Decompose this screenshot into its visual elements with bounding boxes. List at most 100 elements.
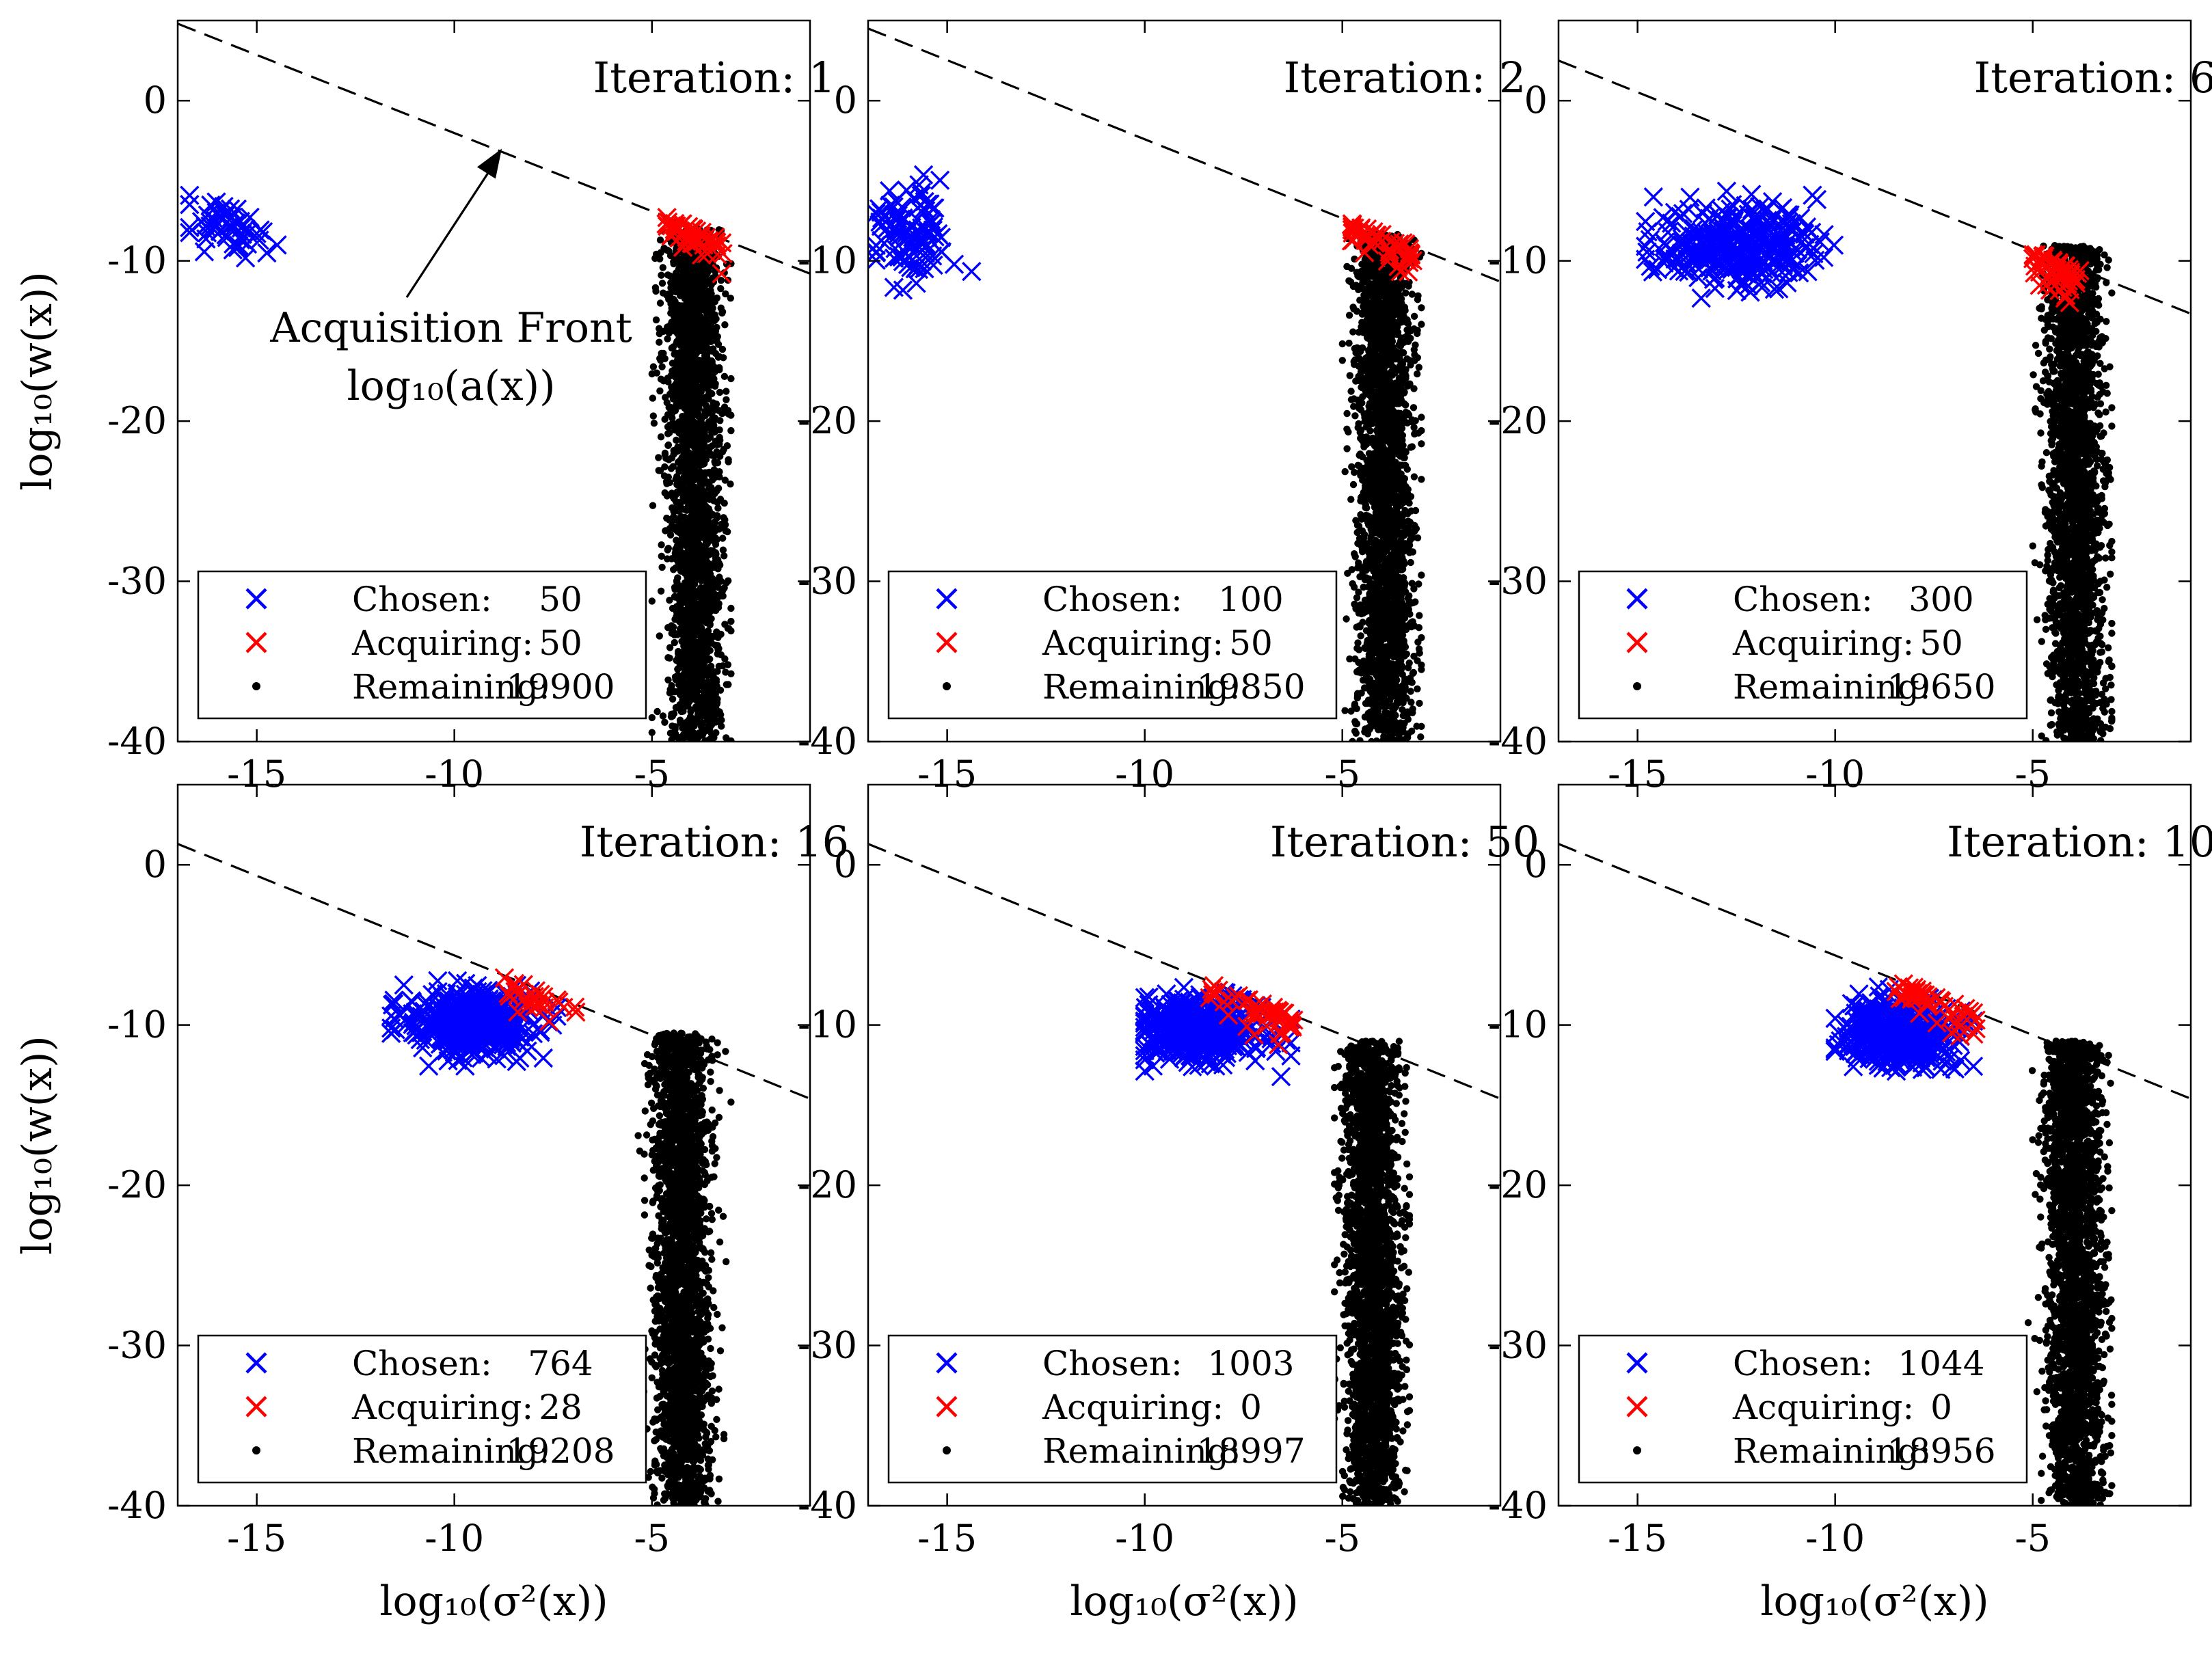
remaining-point: [658, 541, 665, 549]
remaining-point: [1409, 670, 1416, 677]
remaining-point: [703, 700, 711, 707]
remaining-point: [682, 278, 689, 285]
legend-value: 50: [539, 623, 582, 663]
remaining-point: [662, 394, 669, 401]
remaining-point: [1360, 583, 1367, 591]
remaining-point: [692, 735, 700, 742]
remaining-point: [686, 733, 693, 742]
remaining-point: [727, 737, 735, 742]
remaining-point: [1350, 403, 1358, 410]
remaining-point: [705, 478, 713, 487]
remaining-point: [1362, 567, 1370, 574]
remaining-point: [699, 695, 707, 703]
remaining-point: [658, 363, 666, 370]
remaining-point: [711, 467, 719, 474]
remaining-point: [708, 692, 716, 700]
remaining-point: [1345, 339, 1353, 347]
legend-value: 50: [539, 580, 582, 619]
remaining-point: [703, 644, 710, 652]
remaining-point: [704, 655, 712, 664]
remaining-point: [1384, 727, 1391, 735]
remaining-point: [682, 493, 689, 501]
remaining-point: [1410, 585, 1418, 593]
remaining-point: [700, 459, 708, 466]
remaining-point: [1367, 306, 1375, 314]
remaining-point: [672, 498, 680, 506]
remaining-point: [700, 444, 708, 451]
remaining-point: [703, 581, 711, 588]
remaining-point: [684, 433, 691, 440]
remaining-point: [648, 714, 656, 722]
remaining-point: [1374, 632, 1381, 640]
chosen-point: [220, 199, 241, 219]
remaining-point: [711, 311, 719, 319]
remaining-point: [1398, 367, 1406, 375]
remaining-point: [1390, 725, 1397, 733]
remaining-point: [708, 357, 716, 366]
remaining-point: [694, 427, 701, 435]
remaining-point: [666, 531, 675, 539]
remaining-point: [691, 438, 699, 446]
remaining-point: [716, 573, 723, 581]
remaining-point: [684, 352, 691, 360]
remaining-point: [1343, 445, 1351, 452]
remaining-point: [1355, 588, 1362, 596]
remaining-point: [1355, 451, 1363, 459]
remaining-point: [694, 653, 703, 661]
remaining-point: [1398, 388, 1406, 396]
remaining-point: [658, 552, 665, 560]
remaining-point: [675, 277, 682, 284]
remaining-point: [716, 686, 725, 694]
chosen-point: [180, 195, 200, 215]
remaining-point: [659, 264, 666, 271]
remaining-point: [1418, 304, 1425, 312]
remaining-point: [668, 555, 675, 563]
remaining-point: [721, 321, 729, 329]
remaining-point: [1368, 322, 1375, 330]
remaining-point: [688, 515, 696, 522]
acquiring-points: [656, 208, 733, 284]
remaining-point: [1346, 655, 1353, 663]
remaining-point: [677, 703, 685, 710]
remaining-point: [1355, 400, 1363, 407]
remaining-point: [1397, 720, 1405, 728]
remaining-point: [691, 526, 699, 534]
chosen-point: [223, 240, 243, 260]
remaining-point: [697, 624, 705, 632]
remaining-point: [703, 354, 711, 362]
remaining-point: [711, 458, 718, 465]
remaining-point: [1414, 657, 1421, 664]
remaining-point: [672, 327, 680, 336]
remaining-point: [657, 433, 665, 441]
remaining-point: [727, 480, 734, 488]
remaining-point: [1368, 292, 1375, 300]
remaining-point: [714, 565, 722, 573]
remaining-point: [691, 469, 699, 476]
remaining-point: [1347, 707, 1355, 715]
remaining-point: [683, 568, 690, 576]
remaining-point: [679, 416, 687, 423]
remaining-point: [703, 558, 711, 566]
remaining-point: [719, 534, 727, 542]
annotation-label: Acquisition Front: [269, 304, 632, 352]
remaining-point: [705, 604, 712, 611]
remaining-point: [1353, 594, 1361, 601]
remaining-point: [1418, 476, 1425, 483]
remaining-point: [1403, 465, 1411, 473]
remaining-point: [1358, 605, 1366, 612]
remaining-point: [1352, 517, 1360, 524]
remaining-point: [706, 290, 714, 298]
remaining-point: [658, 563, 666, 571]
remaining-point: [1348, 566, 1356, 573]
remaining-point: [673, 436, 680, 444]
remaining-point: [679, 676, 686, 684]
remaining-point: [716, 716, 725, 724]
remaining-point: [1347, 265, 1355, 272]
acquiring-point: [705, 227, 725, 247]
remaining-point: [656, 632, 663, 640]
remaining-point: [714, 485, 721, 493]
remaining-point: [694, 707, 702, 714]
remaining-point: [648, 370, 656, 378]
remaining-point: [705, 522, 713, 529]
remaining-point: [1357, 632, 1364, 640]
